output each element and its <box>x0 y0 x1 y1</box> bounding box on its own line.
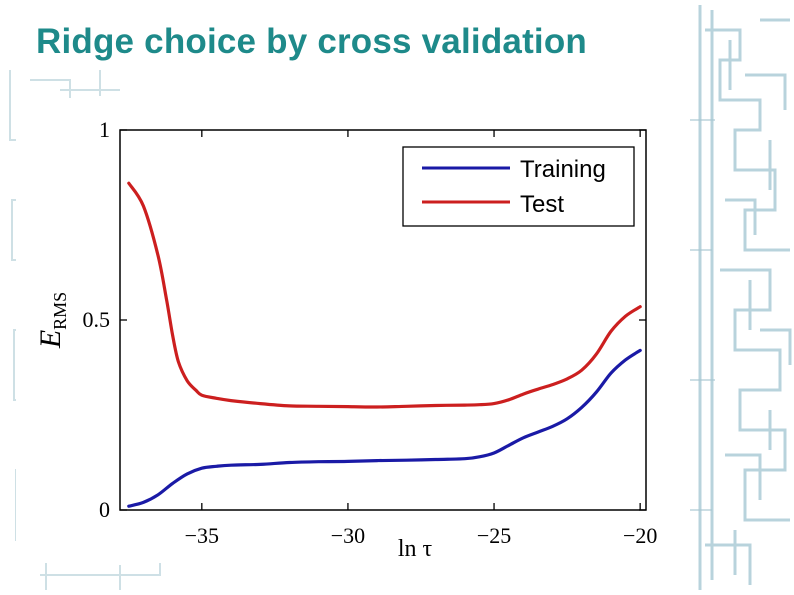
y-tick-label: 1 <box>99 117 110 142</box>
legend-box <box>402 146 635 227</box>
legend-label-test: Test <box>520 191 564 218</box>
series-line-test <box>127 181 642 409</box>
x-tick-label: −20 <box>623 523 657 548</box>
legend-label-training: Training <box>520 156 606 183</box>
x-axis-label: ln τ <box>398 536 433 562</box>
error-vs-regularization-chart: −35 −30 −25 −20 00.51 ERMS ln τ Training Te… <box>34 117 657 562</box>
y-tick-label: 0.5 <box>83 307 111 332</box>
y-ticks: 00.51 <box>83 117 646 522</box>
legend: Training Test <box>402 146 635 227</box>
x-tick-label: −30 <box>331 523 365 548</box>
y-axis-label: ERMS <box>34 292 70 349</box>
slide-title: Ridge choice by cross validation <box>36 22 588 61</box>
x-ticks: −35 −30 −25 −20 <box>185 130 657 548</box>
x-tick-label: −35 <box>185 523 219 548</box>
x-tick-label: −25 <box>477 523 511 548</box>
chart-panel: −35 −30 −25 −20 0 0.5 1 ERMS ln τ Training Te… <box>16 98 664 563</box>
series-line-training <box>127 348 642 508</box>
y-tick-label: 0 <box>99 497 110 522</box>
series-lines <box>127 181 642 508</box>
